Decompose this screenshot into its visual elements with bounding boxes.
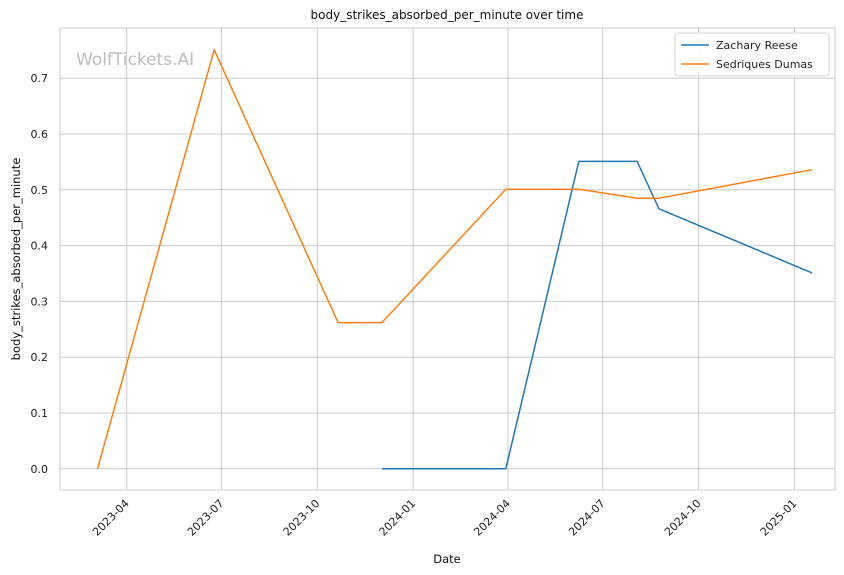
- y-tick-label: 0.2: [31, 351, 49, 364]
- plot-area: [60, 28, 835, 490]
- y-tick-label: 0.4: [31, 240, 49, 253]
- plot-frame: [59, 27, 836, 491]
- y-tick-label: 0.0: [31, 463, 49, 476]
- series-lines: [96, 49, 813, 470]
- legend: Zachary Reese Sedriques Dumas: [674, 32, 830, 77]
- y-tick-labels: 0.0 0.1 0.2 0.3 0.4 0.5 0.6 0.7: [31, 72, 49, 476]
- legend-label-1: Sedriques Dumas: [716, 58, 813, 71]
- y-tick-label: 0.5: [31, 184, 49, 197]
- gridlines: [60, 28, 835, 490]
- x-axis-title: Date: [433, 552, 461, 566]
- y-tick-label: 0.7: [31, 72, 49, 85]
- y-tick-label: 0.3: [31, 295, 49, 308]
- legend-label-0: Zachary Reese: [716, 39, 798, 52]
- y-tick-label: 0.6: [31, 128, 49, 141]
- chart-title: body_strikes_absorbed_per_minute over ti…: [311, 8, 584, 22]
- series-line-1: [96, 49, 813, 470]
- y-axis-title: body_strikes_absorbed_per_minute: [9, 158, 23, 361]
- legend-box: [674, 32, 830, 77]
- series-line-0: [381, 160, 813, 470]
- watermark: WolfTickets.AI: [76, 50, 194, 70]
- y-tick-label: 0.1: [31, 407, 49, 420]
